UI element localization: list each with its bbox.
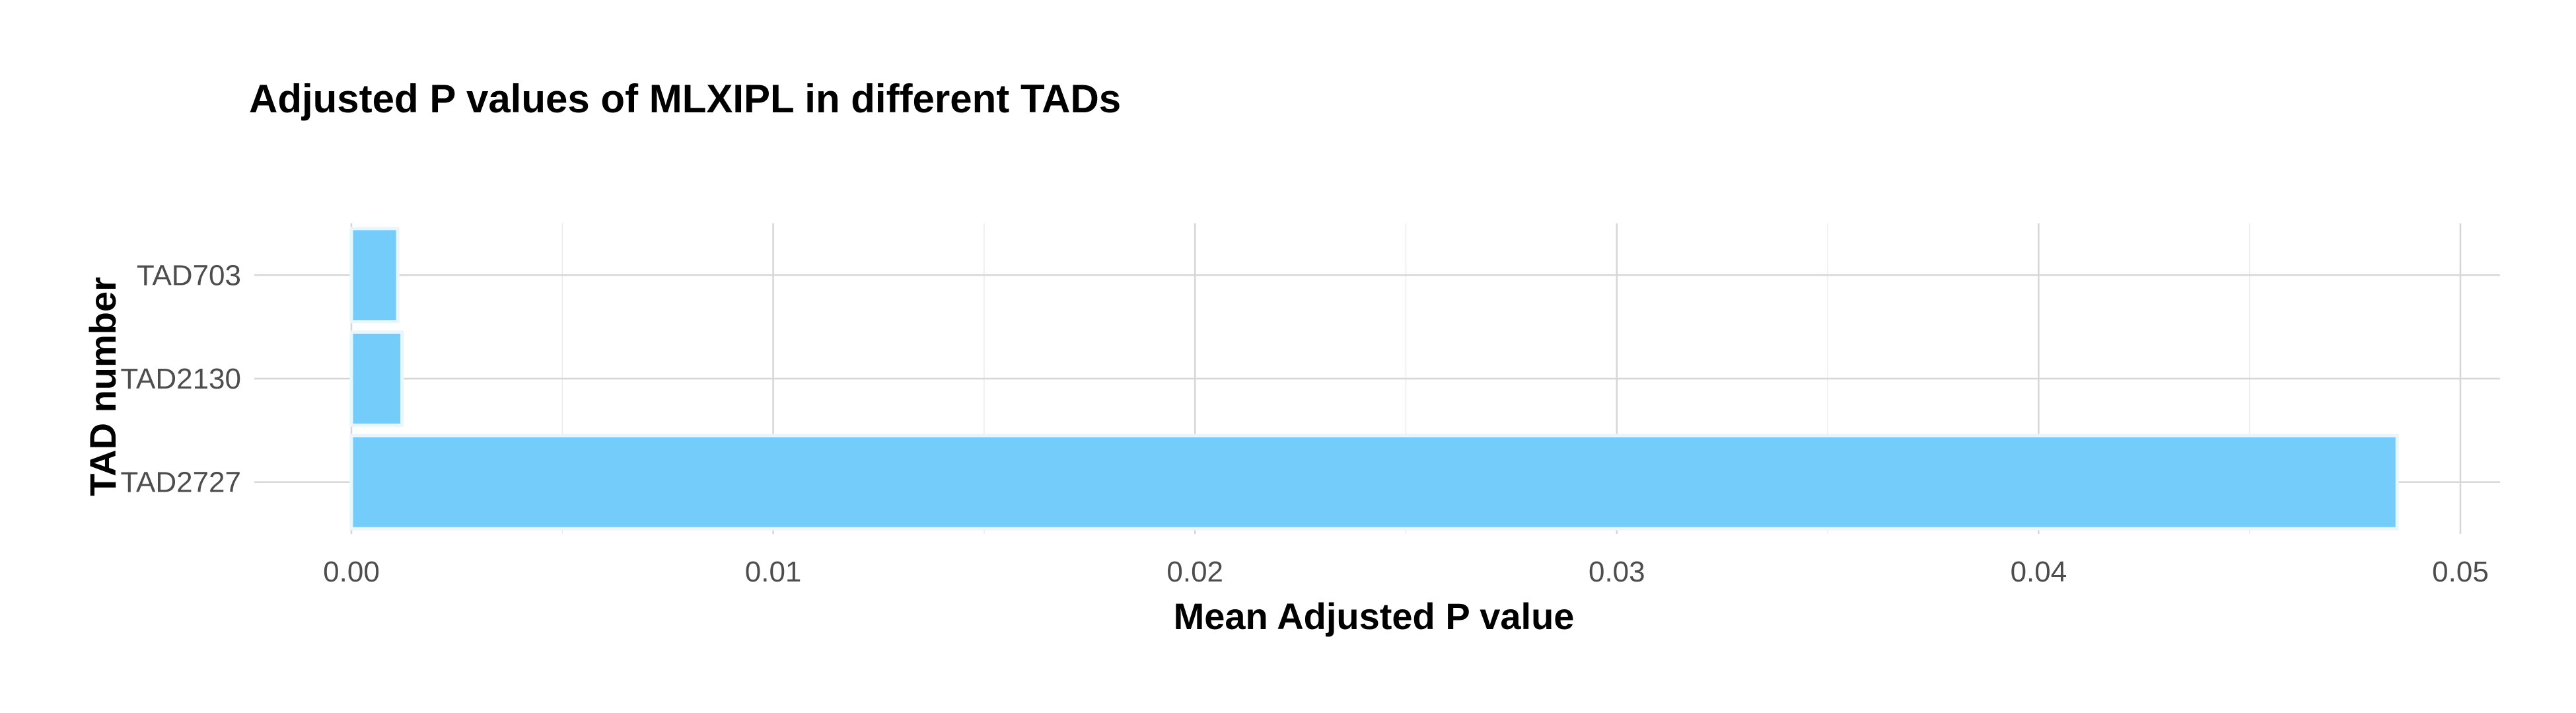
y-tick-label: TAD703 — [137, 259, 241, 291]
y-axis-tick-labels: TAD2727 TAD2130 TAD703 — [120, 259, 241, 498]
x-tick-label: 0.01 — [745, 556, 802, 588]
x-tick-label: 0.05 — [2432, 556, 2489, 588]
x-tick-label: 0.04 — [2011, 556, 2067, 588]
x-tick-label: 0.00 — [323, 556, 380, 588]
y-axis-title: TAD number — [82, 277, 124, 496]
bars — [349, 227, 2399, 531]
bar — [349, 433, 2399, 531]
y-tick-label: TAD2727 — [120, 467, 241, 499]
x-tick-label: 0.02 — [1166, 556, 1223, 588]
bar — [349, 330, 404, 427]
chart-title: Adjusted P values of MLXIPL in different… — [249, 77, 1121, 121]
x-axis-tick-labels: 0.00 0.01 0.02 0.03 0.04 0.05 — [323, 556, 2489, 588]
y-tick-label: TAD2130 — [120, 363, 241, 395]
bar — [349, 227, 400, 324]
x-axis-title: Mean Adjusted P value — [1174, 595, 1575, 637]
x-tick-label: 0.03 — [1589, 556, 1645, 588]
